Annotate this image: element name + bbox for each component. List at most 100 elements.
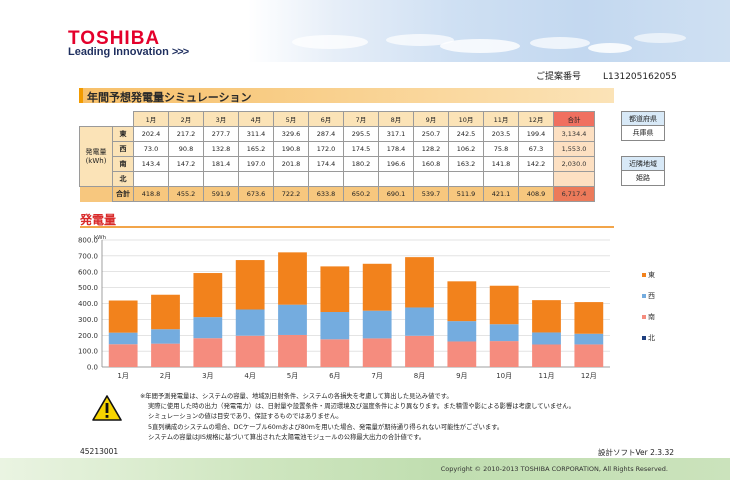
bar-segment-west — [405, 307, 434, 336]
generation-table: 1月 2月 3月 4月 5月 6月 7月 8月 9月 10月 11月 12月 合計 発電量 (kWh) 東 20… — [79, 111, 595, 202]
tagline: Leading Innovation >>> — [68, 46, 189, 58]
total-value-cell: 650.2 — [343, 186, 379, 202]
value-cell: 201.8 — [273, 156, 309, 172]
bar-segment-west — [489, 324, 519, 342]
legend-label: 西 — [648, 292, 655, 300]
x-tick-label: 12月 — [581, 372, 597, 380]
bar-segment-west — [447, 321, 477, 342]
value-cell: 142.2 — [518, 156, 554, 172]
total-value-cell: 633.8 — [308, 186, 344, 202]
value-cell: 329.6 — [273, 126, 309, 142]
prefecture-box: 都道府県 兵庫県 — [621, 111, 665, 141]
bar-segment-south — [108, 344, 138, 367]
value-cell: 277.7 — [203, 126, 239, 142]
x-tick-label: 2月 — [160, 372, 171, 380]
software-version: 設計ソフトVer 2.3.32 — [598, 448, 674, 457]
value-cell — [483, 171, 519, 187]
bar-segment-east — [405, 257, 434, 308]
group-label-cell: 発電量 (kWh) — [79, 126, 113, 187]
note-line: シミュレーションの値は目安であり、保証するものではありません。 — [148, 413, 343, 421]
value-cell: 73.0 — [133, 141, 169, 157]
corner-cell — [79, 186, 113, 202]
value-cell: 199.4 — [518, 126, 554, 142]
table-section-title-bar: 年間予想発電量シミュレーション — [79, 88, 614, 104]
notes-block: ※年間予測発電量は、システムの容量、地域別日射条件、システムの各損失を考慮して算… — [140, 392, 575, 443]
legend-label: 北 — [648, 334, 655, 342]
warning-icon — [92, 395, 122, 421]
bar-segment-east — [278, 252, 307, 305]
value-cell — [238, 171, 274, 187]
bar-segment-west — [108, 332, 138, 345]
bar-segment-south — [362, 338, 392, 367]
total-value-cell: 408.9 — [518, 186, 554, 202]
month-header: 5月 — [273, 111, 309, 127]
row-total-cell: 2,030.0 — [553, 156, 595, 172]
table-row: 西 73.0 90.8 132.8 165.2 190.8 172.0 174.5 178.4 1… — [80, 141, 595, 157]
bar-segment-east — [235, 260, 265, 310]
x-tick-label: 5月 — [287, 372, 298, 380]
bar-segment-south — [574, 344, 604, 367]
bar-segment-south — [532, 344, 561, 367]
value-cell: 160.8 — [413, 156, 449, 172]
total-value-cell: 418.8 — [133, 186, 169, 202]
document-id: 45213001 — [80, 447, 119, 456]
total-value-cell: 722.2 — [273, 186, 309, 202]
nearby-area-label: 近隣地域 — [622, 157, 664, 171]
total-value-cell: 539.7 — [413, 186, 449, 202]
bar-segment-west — [235, 309, 265, 336]
value-cell: 174.4 — [308, 156, 344, 172]
y-tick-label: 600.0 — [78, 268, 98, 276]
row-label: 東 — [112, 126, 134, 142]
month-header: 7月 — [343, 111, 379, 127]
value-cell: 311.4 — [238, 126, 274, 142]
x-tick-label: 7月 — [371, 372, 382, 380]
month-header: 12月 — [518, 111, 554, 127]
proposal-number: ご提案番号 L131205162055 — [536, 69, 677, 82]
month-header: 6月 — [308, 111, 344, 127]
prefecture-label: 都道府県 — [622, 112, 664, 126]
y-tick-label: 700.0 — [78, 252, 98, 260]
bar-segment-west — [151, 329, 180, 344]
table-total-row: 合計 418.8 455.2 591.9 673.6 722.2 633.8 650.2 690… — [79, 186, 595, 202]
x-tick-label: 9月 — [456, 372, 467, 380]
bar-segment-south — [278, 334, 307, 367]
value-cell: 242.5 — [448, 126, 484, 142]
value-cell: 75.8 — [483, 141, 519, 157]
chart-section-rule — [80, 226, 614, 228]
total-value-cell: 591.9 — [203, 186, 239, 202]
month-header: 11月 — [483, 111, 519, 127]
note-line: ※年間予測発電量は、システムの容量、地域別日射条件、システムの各損失を考慮して算… — [140, 393, 453, 400]
legend-swatch — [642, 315, 646, 319]
row-total-cell: 3,134.4 — [553, 126, 595, 142]
value-cell — [518, 171, 554, 187]
x-tick-label: 6月 — [329, 372, 340, 380]
x-tick-label: 1月 — [117, 372, 128, 380]
value-cell: 287.4 — [308, 126, 344, 142]
table-header-row: 1月 2月 3月 4月 5月 6月 7月 8月 9月 10月 11月 12月 合計 — [80, 111, 595, 127]
proposal-label: ご提案番号 — [536, 72, 582, 82]
total-value-cell: 673.6 — [238, 186, 274, 202]
value-cell: 180.2 — [343, 156, 379, 172]
nearby-area-value: 姫路 — [622, 171, 664, 185]
total-header: 合計 — [553, 111, 595, 127]
bar-segment-east — [574, 302, 604, 334]
nearby-area-box: 近隣地域 姫路 — [621, 156, 665, 186]
value-cell: 106.2 — [448, 141, 484, 157]
x-tick-label: 4月 — [244, 372, 255, 380]
value-cell: 141.8 — [483, 156, 519, 172]
row-total-cell — [553, 171, 595, 187]
month-header: 1月 — [133, 111, 169, 127]
value-cell: 128.2 — [413, 141, 449, 157]
value-cell: 90.8 — [168, 141, 204, 157]
footer-banner: Copyright © 2010-2013 TOSHIBA CORPORATIO… — [0, 458, 730, 480]
legend-swatch — [642, 273, 646, 277]
legend-label: 南 — [648, 312, 655, 321]
tagline-arrows-icon: >>> — [171, 46, 189, 58]
value-cell: 197.0 — [238, 156, 274, 172]
table-row: 発電量 (kWh) 東 202.4 217.2 277.7 311.4 329.6 287.4 2… — [79, 126, 595, 187]
y-tick-label: 200.0 — [78, 332, 98, 340]
total-value-cell: 455.2 — [168, 186, 204, 202]
value-cell: 147.2 — [168, 156, 204, 172]
value-cell — [203, 171, 239, 187]
bar-segment-south — [320, 339, 350, 367]
